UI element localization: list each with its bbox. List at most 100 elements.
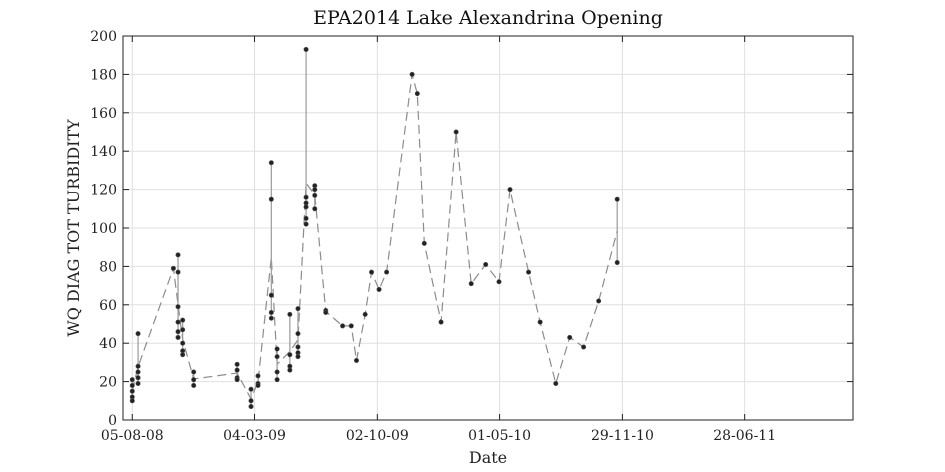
data-point — [303, 215, 309, 221]
data-point — [507, 187, 513, 193]
series-line — [131, 74, 618, 401]
data-point — [362, 311, 368, 317]
x-axis: 05-08-08 04-03-09 02-10-09 01-05-10 29-11-10… — [101, 36, 776, 444]
y-tick-label: 0 — [108, 413, 117, 429]
chart-title: EPA2014 Lake Alexandrina Opening — [313, 7, 663, 29]
data-point — [312, 187, 318, 193]
data-point — [175, 329, 181, 335]
data-point — [468, 281, 474, 287]
data-point — [175, 252, 181, 258]
data-point — [135, 331, 141, 337]
y-axis: 0 20 40 60 80 100 120 140 160 180 200 — [90, 29, 853, 429]
data-point — [581, 344, 587, 350]
data-point — [135, 369, 141, 375]
data-point — [303, 204, 309, 210]
y-tick-label: 180 — [90, 67, 117, 83]
data-point — [421, 240, 427, 246]
x-tick-label: 29-11-10 — [591, 428, 654, 444]
data-point — [255, 382, 261, 388]
data-point — [175, 319, 181, 325]
data-point — [129, 388, 135, 394]
data-point — [537, 319, 543, 325]
data-point — [175, 269, 181, 275]
data-point — [376, 286, 382, 292]
data-point — [414, 91, 420, 97]
data-point — [170, 265, 176, 271]
data-point — [567, 334, 573, 340]
data-point — [295, 344, 301, 350]
data-point — [526, 269, 532, 275]
y-tick-label: 40 — [99, 336, 117, 352]
y-tick-label: 60 — [99, 298, 117, 314]
data-point — [135, 363, 141, 369]
y-tick-label: 120 — [90, 183, 117, 199]
series-turbidity — [129, 46, 620, 410]
data-point — [248, 404, 254, 410]
data-point — [234, 361, 240, 367]
x-tick-label: 02-10-09 — [346, 428, 409, 444]
data-point — [129, 382, 135, 388]
data-point — [438, 319, 444, 325]
data-point — [180, 327, 186, 333]
data-point — [596, 298, 602, 304]
data-point — [496, 279, 502, 285]
data-point — [135, 375, 141, 381]
data-point — [234, 367, 240, 373]
data-point — [268, 315, 274, 321]
data-point — [384, 269, 390, 275]
data-point — [295, 306, 301, 312]
x-tick-label: 04-03-09 — [223, 428, 286, 444]
data-point — [295, 331, 301, 337]
data-point — [553, 381, 559, 387]
data-point — [312, 192, 318, 198]
data-point — [268, 160, 274, 166]
y-tick-label: 200 — [90, 29, 117, 45]
data-point — [268, 292, 274, 298]
data-point — [255, 373, 261, 379]
data-point — [129, 398, 135, 404]
data-point — [175, 334, 181, 340]
data-point — [129, 377, 135, 383]
data-point — [274, 346, 280, 352]
data-point — [248, 398, 254, 404]
x-tick-label: 05-08-08 — [101, 428, 164, 444]
data-point — [287, 367, 293, 373]
data-point — [248, 386, 254, 392]
data-point — [268, 196, 274, 202]
data-point — [303, 221, 309, 227]
data-point — [234, 377, 240, 383]
data-point — [268, 309, 274, 315]
data-point — [274, 369, 280, 375]
data-point — [614, 196, 620, 202]
data-point — [287, 352, 293, 358]
data-point — [180, 317, 186, 323]
data-point — [348, 323, 354, 329]
data-point — [323, 309, 329, 315]
data-point — [135, 381, 141, 387]
y-tick-label: 80 — [99, 259, 117, 275]
y-tick-label: 160 — [90, 106, 117, 122]
data-point — [274, 377, 280, 383]
x-axis-label: Date — [469, 448, 507, 467]
data-point — [274, 354, 280, 360]
y-axis-label: WQ DIAG TOT TURBIDITY — [64, 119, 83, 337]
data-point — [453, 129, 459, 135]
x-tick-label: 01-05-10 — [468, 428, 531, 444]
x-tick-label: 28-06-11 — [713, 428, 776, 444]
y-tick-label: 20 — [99, 375, 117, 391]
data-point — [312, 206, 318, 212]
data-point — [295, 354, 301, 360]
data-point — [614, 260, 620, 266]
data-point — [180, 352, 186, 358]
data-point — [191, 382, 197, 388]
y-tick-label: 140 — [90, 144, 117, 160]
data-point — [287, 311, 293, 317]
data-point — [175, 304, 181, 310]
data-point — [191, 377, 197, 383]
data-point — [191, 369, 197, 375]
data-point — [180, 340, 186, 346]
data-point — [303, 46, 309, 52]
data-point — [369, 269, 375, 275]
data-point — [303, 194, 309, 200]
